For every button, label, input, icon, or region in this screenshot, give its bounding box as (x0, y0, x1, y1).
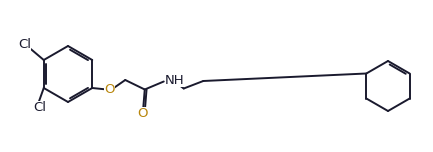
Text: O: O (104, 83, 115, 96)
Text: O: O (138, 107, 148, 120)
Text: NH: NH (165, 74, 184, 87)
Text: Cl: Cl (18, 38, 31, 51)
Text: Cl: Cl (33, 101, 46, 114)
